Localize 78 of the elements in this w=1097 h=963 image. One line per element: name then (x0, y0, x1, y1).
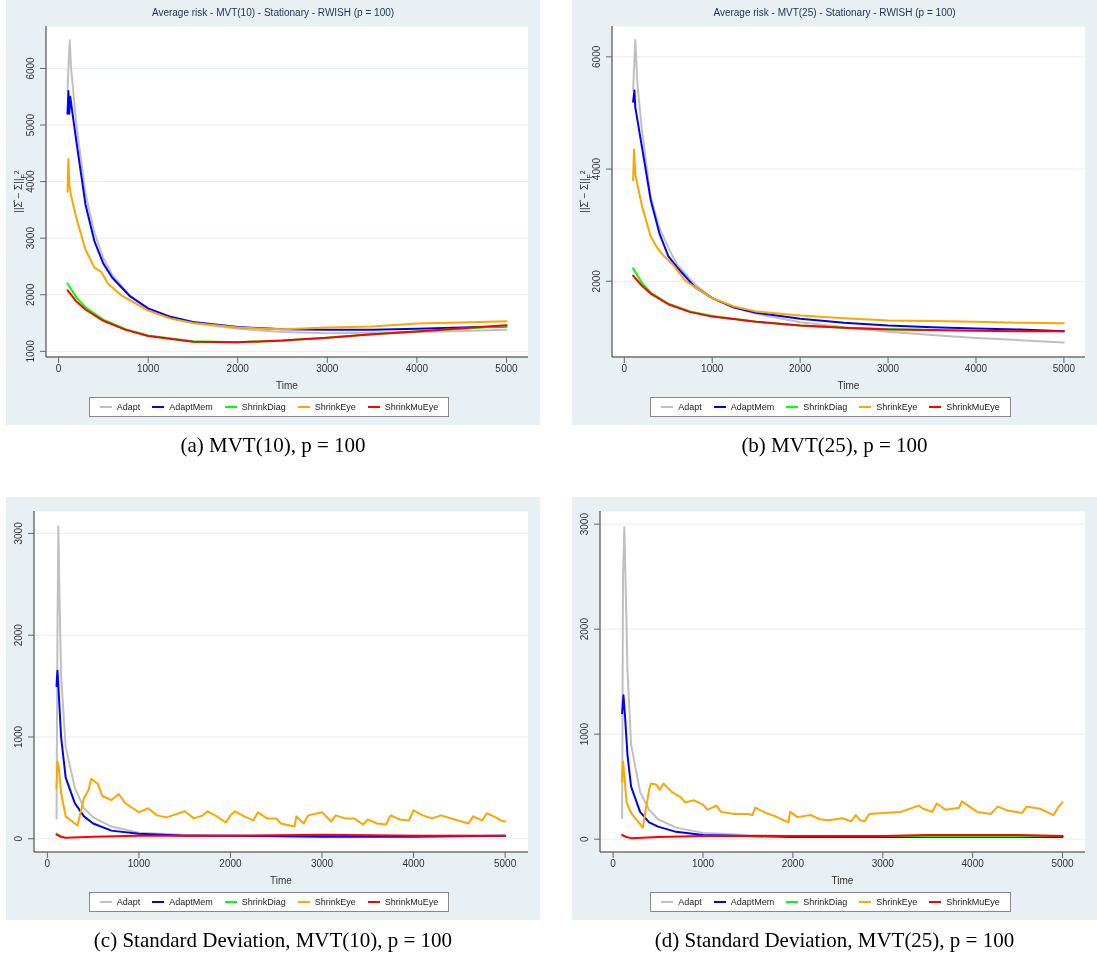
x-tick-label: 2000 (789, 363, 812, 375)
legend-label: AdaptMem (168, 402, 213, 412)
line-series (632, 274, 1065, 333)
x-tick-label: 3000 (316, 363, 339, 375)
x-axis-title: Time (276, 380, 299, 391)
x-tick-label: 2000 (226, 363, 250, 375)
y-tick-label: 6000 (25, 56, 36, 80)
legend-label: ShrinkDiag (802, 897, 848, 907)
x-tick-label: 0 (55, 363, 62, 375)
line-series (621, 760, 1064, 829)
x-tick-label: 5000 (1051, 858, 1075, 870)
chart-title: Average risk - MVT(25) - Stationary - RWISH (p = 100) (712, 6, 957, 20)
line-series (632, 39, 1065, 344)
legend-label: Adapt (677, 402, 702, 412)
text: (a) MVT(10), p = 100 (179, 433, 367, 458)
legend-label: Adapt (677, 897, 702, 907)
x-tick-label: 0 (621, 363, 628, 375)
legend-label: ShrinkMuEye (945, 897, 1000, 907)
x-tick-label: 1000 (691, 858, 715, 870)
y-tick-label: 3000 (579, 512, 590, 536)
y-tick-label: 6000 (591, 45, 602, 68)
x-axis-title: Time (270, 875, 293, 886)
legend-label: Adapt (115, 402, 141, 412)
legend-label: ShrinkEye (313, 897, 356, 907)
y-tick-label: 3000 (13, 521, 24, 545)
x-tick-label: 1000 (127, 858, 151, 870)
y-tick-label: 4000 (591, 157, 602, 181)
x-axis-title: Time (831, 875, 854, 886)
x-tick-label: 5000 (1052, 363, 1076, 375)
legend-label: ShrinkEye (313, 402, 356, 412)
x-tick-label: 4000 (961, 858, 985, 870)
legend-label: ShrinkDiag (802, 402, 848, 412)
legend-label: ShrinkEye (875, 402, 918, 412)
y-tick-label: 2000 (579, 617, 590, 641)
y-tick-label: 3000 (25, 226, 36, 250)
legend-label: AdaptMem (729, 402, 775, 412)
x-tick-label: 2000 (781, 858, 805, 870)
x-tick-label: 3000 (871, 858, 895, 870)
legend-label: AdaptMem (168, 897, 213, 907)
line-series (66, 157, 508, 331)
legend-label: ShrinkDiag (240, 897, 286, 907)
x-tick-label: 1000 (701, 363, 724, 375)
legend-label: AdaptMem (729, 897, 775, 907)
line-series (621, 694, 1064, 839)
x-tick-label: 4000 (405, 363, 429, 375)
y-tick-label: 5000 (25, 113, 36, 137)
legend-label: Adapt (115, 897, 141, 907)
x-tick-label: 3000 (876, 363, 900, 375)
chart-title: Average risk - MVT(10) - Stationary - RWISH (p = 100) (150, 6, 396, 20)
text: (d) Standard Deviation, MVT(25), p = 100 (653, 928, 1016, 953)
y-tick-label: 2000 (591, 269, 602, 293)
line-series (66, 39, 508, 335)
x-tick-label: 2000 (219, 858, 243, 870)
legend-label: ShrinkMuEye (383, 402, 439, 412)
y-tick-label: 2000 (25, 283, 36, 306)
legend-label: ShrinkMuEye (383, 897, 439, 907)
legend-label: ShrinkDiag (240, 402, 286, 412)
y-tick-label: 4000 (25, 170, 36, 193)
line-series (55, 760, 507, 828)
x-axis-title: Time (837, 380, 860, 391)
line-series (632, 148, 1065, 325)
y-tick-label: 1000 (579, 722, 590, 746)
x-tick-label: 0 (610, 858, 617, 870)
x-tick-label: 0 (44, 858, 51, 870)
y-tick-label: 0 (579, 835, 590, 842)
y-tick-label: 2000 (13, 623, 24, 647)
legend-label: ShrinkMuEye (945, 402, 1000, 412)
legend-label: ShrinkEye (875, 897, 918, 907)
x-tick-label: 5000 (493, 858, 517, 870)
text: (b) MVT(25), p = 100 (740, 433, 929, 458)
x-tick-label: 1000 (137, 363, 160, 375)
x-tick-label: 4000 (402, 858, 426, 870)
y-tick-label: 0 (13, 835, 24, 842)
y-tick-label: 1000 (13, 725, 24, 749)
text: (c) Standard Deviation, MVT(10), p = 100 (92, 928, 454, 953)
x-tick-label: 4000 (964, 363, 988, 375)
x-tick-label: 5000 (495, 363, 519, 375)
x-tick-label: 3000 (310, 858, 334, 870)
